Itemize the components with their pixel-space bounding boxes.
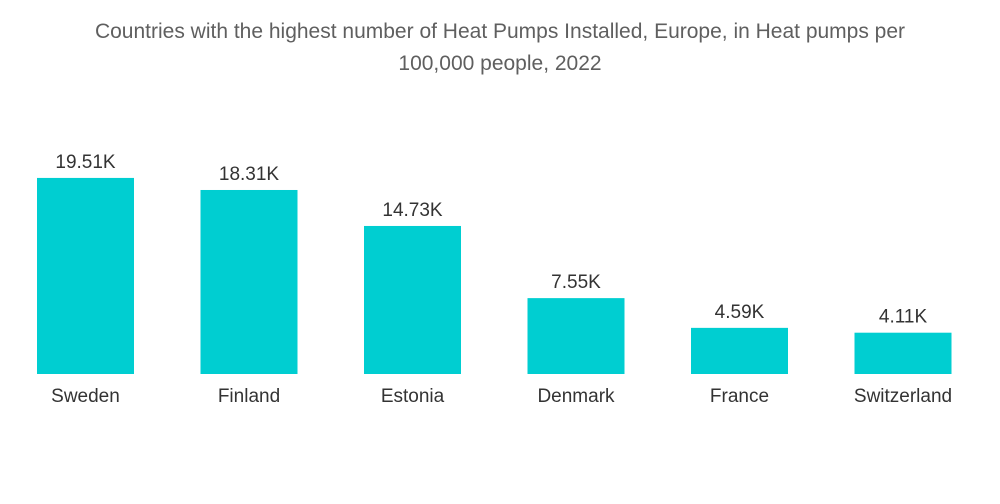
- category-label-sweden: Sweden: [51, 386, 120, 407]
- bar-finland: [200, 189, 298, 374]
- bar-france: [691, 327, 788, 374]
- category-label-finland: Finland: [218, 386, 280, 407]
- value-label-estonia: 14.73K: [382, 200, 443, 221]
- bar-switzerland: [854, 332, 952, 374]
- category-label-france: France: [710, 386, 769, 407]
- category-label-denmark: Denmark: [537, 386, 615, 407]
- category-label-estonia: Estonia: [381, 386, 445, 407]
- category-label-switzerland: Switzerland: [854, 386, 952, 407]
- chart-title-line-1: Countries with the highest number of Hea…: [94, 20, 906, 43]
- bar-sweden: [37, 177, 134, 374]
- value-label-finland: 18.31K: [219, 164, 280, 185]
- chart-title: Countries with the highest number of Hea…: [0, 16, 1000, 80]
- value-label-denmark: 7.55K: [551, 272, 601, 293]
- value-label-sweden: 19.51K: [55, 152, 116, 173]
- bar-estonia: [364, 225, 461, 374]
- value-label-switzerland: 4.11K: [879, 307, 928, 328]
- chart-title-line-2: 100,000 people, 2022: [398, 52, 602, 75]
- bar-denmark: [527, 298, 625, 374]
- value-label-france: 4.59K: [715, 302, 765, 323]
